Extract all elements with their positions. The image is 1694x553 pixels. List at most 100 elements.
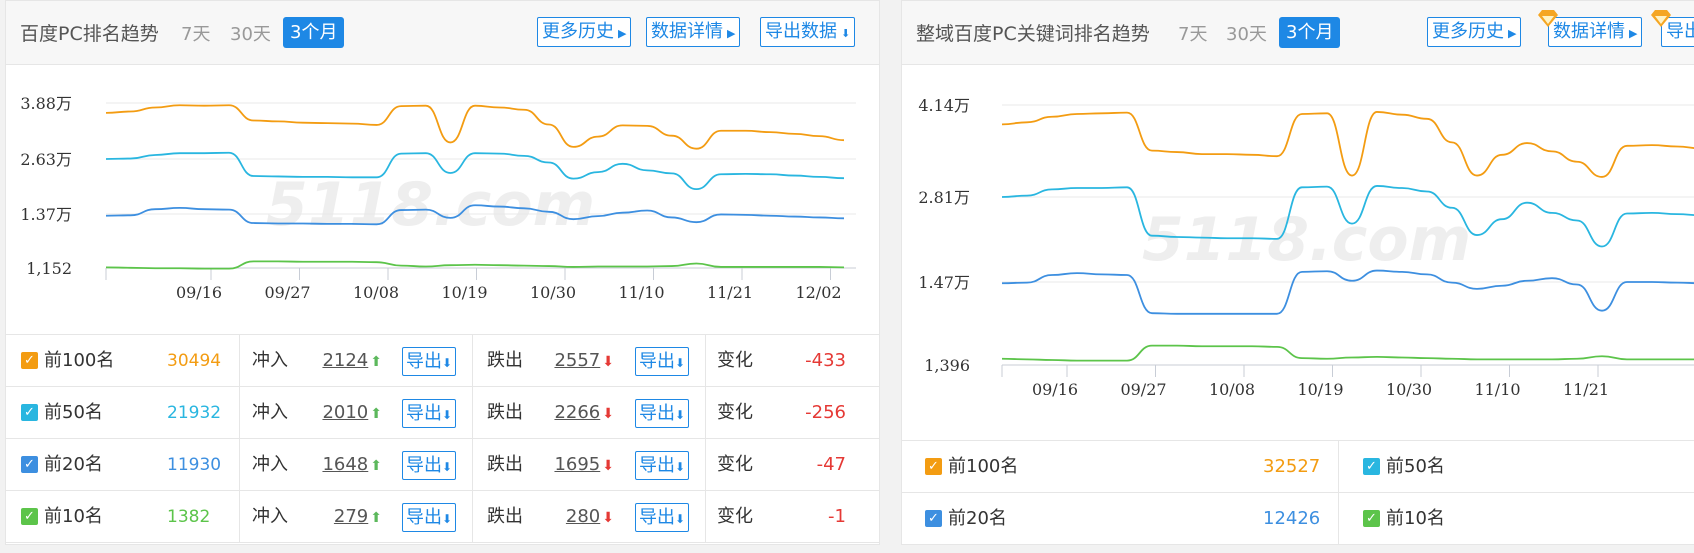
- divider: [472, 335, 473, 387]
- data-details-button[interactable]: 数据详情 ▶: [646, 17, 741, 47]
- range-7-days[interactable]: 7天: [181, 24, 211, 45]
- drop-out-count[interactable]: 2557 ⬇: [554, 335, 614, 387]
- chevron-right-icon: ▶: [618, 27, 627, 40]
- export-rush-in-button[interactable]: 导出⬇: [402, 451, 457, 480]
- drop-out-value[interactable]: 1695: [554, 454, 601, 475]
- change-value: -1: [828, 506, 846, 527]
- drop-out-count[interactable]: 1695 ⬇: [554, 439, 614, 491]
- rush-in-count[interactable]: 1648 ⬆: [322, 439, 382, 491]
- data-details-button[interactable]: 数据详情 ▶: [1548, 17, 1643, 47]
- divider: [239, 387, 240, 439]
- export-drop-out-button[interactable]: 导出⬇: [635, 503, 690, 532]
- change-label: 变化: [717, 350, 753, 371]
- x-tick-label: 10/19: [441, 283, 487, 302]
- baidu-pc-ranking-panel: 百度PC排名趋势 7天 30天 3个月 更多历史 ▶ 数据详情 ▶ 导出数据 ⬇ 51…: [5, 0, 880, 545]
- export-label: 导出: [639, 403, 675, 424]
- arrow-down-icon: ⬇: [602, 354, 614, 370]
- checkbox-checked-icon[interactable]: ✓: [1363, 458, 1380, 475]
- series-value: 11930: [167, 455, 222, 475]
- rush-in-count[interactable]: 2124 ⬆: [322, 335, 382, 387]
- top50-line: [1001, 185, 1694, 248]
- watermark: 5118.com: [266, 170, 595, 240]
- arrow-down-icon: ⬇: [602, 458, 614, 474]
- divider: [239, 335, 240, 387]
- chevron-right-icon: ▶: [727, 27, 736, 40]
- series-value: 12426: [1263, 508, 1321, 529]
- export-label: 导出: [406, 455, 442, 476]
- x-tick-label: 11/10: [1474, 380, 1520, 399]
- checkbox-checked-icon[interactable]: ✓: [1363, 510, 1380, 527]
- divider: [1338, 441, 1339, 493]
- top10-line: [105, 260, 845, 270]
- checkbox-checked-icon[interactable]: ✓: [21, 508, 38, 525]
- checkbox-checked-icon[interactable]: ✓: [925, 510, 942, 527]
- export-drop-out-button[interactable]: 导出⬇: [635, 347, 690, 376]
- rush-in-count[interactable]: 279 ⬆: [334, 491, 382, 543]
- rush-in-label: 冲入: [252, 350, 288, 371]
- drop-out-value[interactable]: 2557: [554, 350, 601, 371]
- more-history-button[interactable]: 更多历史 ▶: [537, 17, 632, 47]
- series-label: 前10名: [44, 506, 103, 527]
- checkbox-checked-icon[interactable]: ✓: [21, 404, 38, 421]
- drop-out-label: 跌出: [487, 402, 523, 423]
- range-7-days[interactable]: 7天: [1178, 24, 1208, 45]
- range-3-months[interactable]: 3个月: [1279, 17, 1341, 48]
- domain-ranking-stats-table: ✓ 前100名 32527 ✓ 前50名 ✓ 前20名 12426 ✓ 前10名: [902, 440, 1694, 544]
- rush-in-value[interactable]: 2010: [322, 402, 369, 423]
- checkbox-checked-icon[interactable]: ✓: [21, 352, 38, 369]
- download-icon: ⬇: [675, 356, 686, 370]
- rush-in-value[interactable]: 2124: [322, 350, 369, 371]
- change-label: 变化: [717, 506, 753, 527]
- download-icon: ⬇: [442, 512, 453, 526]
- download-icon: ⬇: [675, 512, 686, 526]
- change-value: -256: [805, 402, 846, 423]
- rush-in-count[interactable]: 2010 ⬆: [322, 387, 382, 439]
- rush-in-value[interactable]: 279: [333, 506, 369, 527]
- export-rush-in-button[interactable]: 导出⬇: [402, 399, 457, 428]
- export-drop-out-button[interactable]: 导出⬇: [635, 451, 690, 480]
- export-label: 导出: [406, 351, 442, 372]
- x-tick-label: 10/30: [530, 283, 576, 302]
- more-history-button[interactable]: 更多历史 ▶: [1427, 17, 1522, 47]
- export-drop-out-button[interactable]: 导出⬇: [635, 399, 690, 428]
- export-data-button[interactable]: 导出: [1661, 17, 1694, 47]
- range-30-days[interactable]: 30天: [230, 24, 271, 45]
- table-row: ✓ 前20名 11930 冲入 1648 ⬆ 导出⬇ 跌出 1695 ⬇ 导出⬇ 变化 -47: [6, 439, 879, 491]
- divider: [705, 491, 706, 543]
- drop-out-count[interactable]: 280 ⬇: [566, 491, 614, 543]
- more-history-label: 更多历史: [542, 21, 614, 42]
- panel-header: 整域百度PC关键词排名趋势 7天 30天 3个月 更多历史 ▶ 数据详情 ▶ 导出: [902, 1, 1694, 65]
- y-tick-label: 3.88万: [20, 94, 72, 113]
- range-3-months[interactable]: 3个月: [283, 17, 345, 48]
- checkbox-checked-icon[interactable]: ✓: [21, 456, 38, 473]
- table-row: ✓ 前20名 12426 ✓ 前10名: [902, 493, 1694, 544]
- checkbox-checked-icon[interactable]: ✓: [925, 458, 942, 475]
- x-tick-label: 10/08: [1209, 380, 1255, 399]
- chevron-right-icon: ▶: [1508, 27, 1517, 40]
- y-tick-label: 1.47万: [918, 273, 970, 292]
- export-rush-in-button[interactable]: 导出⬇: [402, 347, 457, 376]
- export-label: 导出: [406, 403, 442, 424]
- x-tick-label: 09/16: [176, 283, 222, 302]
- x-tick-label: 11/10: [618, 283, 664, 302]
- range-30-days[interactable]: 30天: [1226, 24, 1267, 45]
- drop-out-count[interactable]: 2266 ⬇: [554, 387, 614, 439]
- divider: [705, 335, 706, 387]
- rush-in-label: 冲入: [252, 402, 288, 423]
- arrow-up-icon: ⬆: [370, 458, 382, 474]
- vip-diamond-icon: [1538, 10, 1558, 27]
- series-label: 前100名: [948, 456, 1019, 477]
- drop-out-value[interactable]: 2266: [554, 402, 601, 423]
- x-tick-label: 10/19: [1297, 380, 1343, 399]
- divider: [472, 387, 473, 439]
- rush-in-value[interactable]: 1648: [322, 454, 369, 475]
- x-tick-label: 09/16: [1032, 380, 1078, 399]
- ranking-trend-chart: 5118.com 1,152 1.37万 2.63万 3.88万 09/16 09/27 10…: [20, 94, 856, 302]
- change-value: -47: [816, 454, 846, 475]
- x-tick-label: 11/21: [707, 283, 753, 302]
- export-data-button[interactable]: 导出数据 ⬇: [760, 17, 856, 47]
- drop-out-value[interactable]: 280: [565, 506, 601, 527]
- download-icon: ⬇: [442, 408, 453, 422]
- export-rush-in-button[interactable]: 导出⬇: [402, 503, 457, 532]
- download-icon: ⬇: [442, 460, 453, 474]
